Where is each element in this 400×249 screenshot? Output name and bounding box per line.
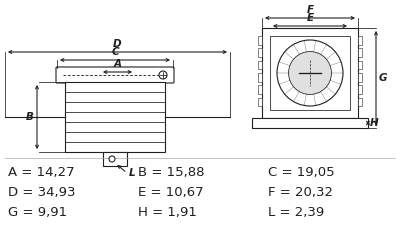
Bar [270, 36, 350, 110]
Circle shape [288, 52, 332, 94]
Text: L: L [129, 168, 136, 178]
Bar [258, 98, 262, 106]
Text: C: C [111, 47, 119, 57]
Circle shape [277, 40, 343, 106]
Text: B: B [26, 112, 34, 122]
Text: E = 10,67: E = 10,67 [138, 186, 204, 198]
Text: H: H [370, 118, 379, 128]
Text: C = 19,05: C = 19,05 [268, 166, 335, 179]
Bar [258, 85, 262, 94]
Circle shape [159, 71, 167, 79]
Bar [358, 36, 362, 45]
Text: E: E [306, 13, 314, 23]
Text: A = 14,27: A = 14,27 [8, 166, 75, 179]
Text: D: D [113, 39, 122, 49]
Bar [262, 28, 358, 118]
Text: L = 2,39: L = 2,39 [268, 205, 324, 219]
Bar [258, 73, 262, 82]
Bar [358, 48, 362, 57]
Circle shape [109, 156, 115, 162]
Bar [358, 73, 362, 82]
Bar [258, 61, 262, 69]
Text: B = 15,88: B = 15,88 [138, 166, 204, 179]
Bar [358, 98, 362, 106]
Text: F: F [306, 5, 314, 15]
Bar [258, 36, 262, 45]
Text: F = 20,32: F = 20,32 [268, 186, 333, 198]
Bar [103, 152, 127, 166]
Text: H = 1,91: H = 1,91 [138, 205, 197, 219]
Bar [358, 61, 362, 69]
Bar [65, 82, 165, 152]
Bar [252, 118, 368, 128]
Text: D = 34,93: D = 34,93 [8, 186, 76, 198]
Text: G = 9,91: G = 9,91 [8, 205, 67, 219]
FancyBboxPatch shape [56, 67, 174, 83]
Text: G: G [379, 73, 388, 83]
Bar [258, 48, 262, 57]
Text: A: A [114, 59, 122, 69]
Bar [358, 85, 362, 94]
